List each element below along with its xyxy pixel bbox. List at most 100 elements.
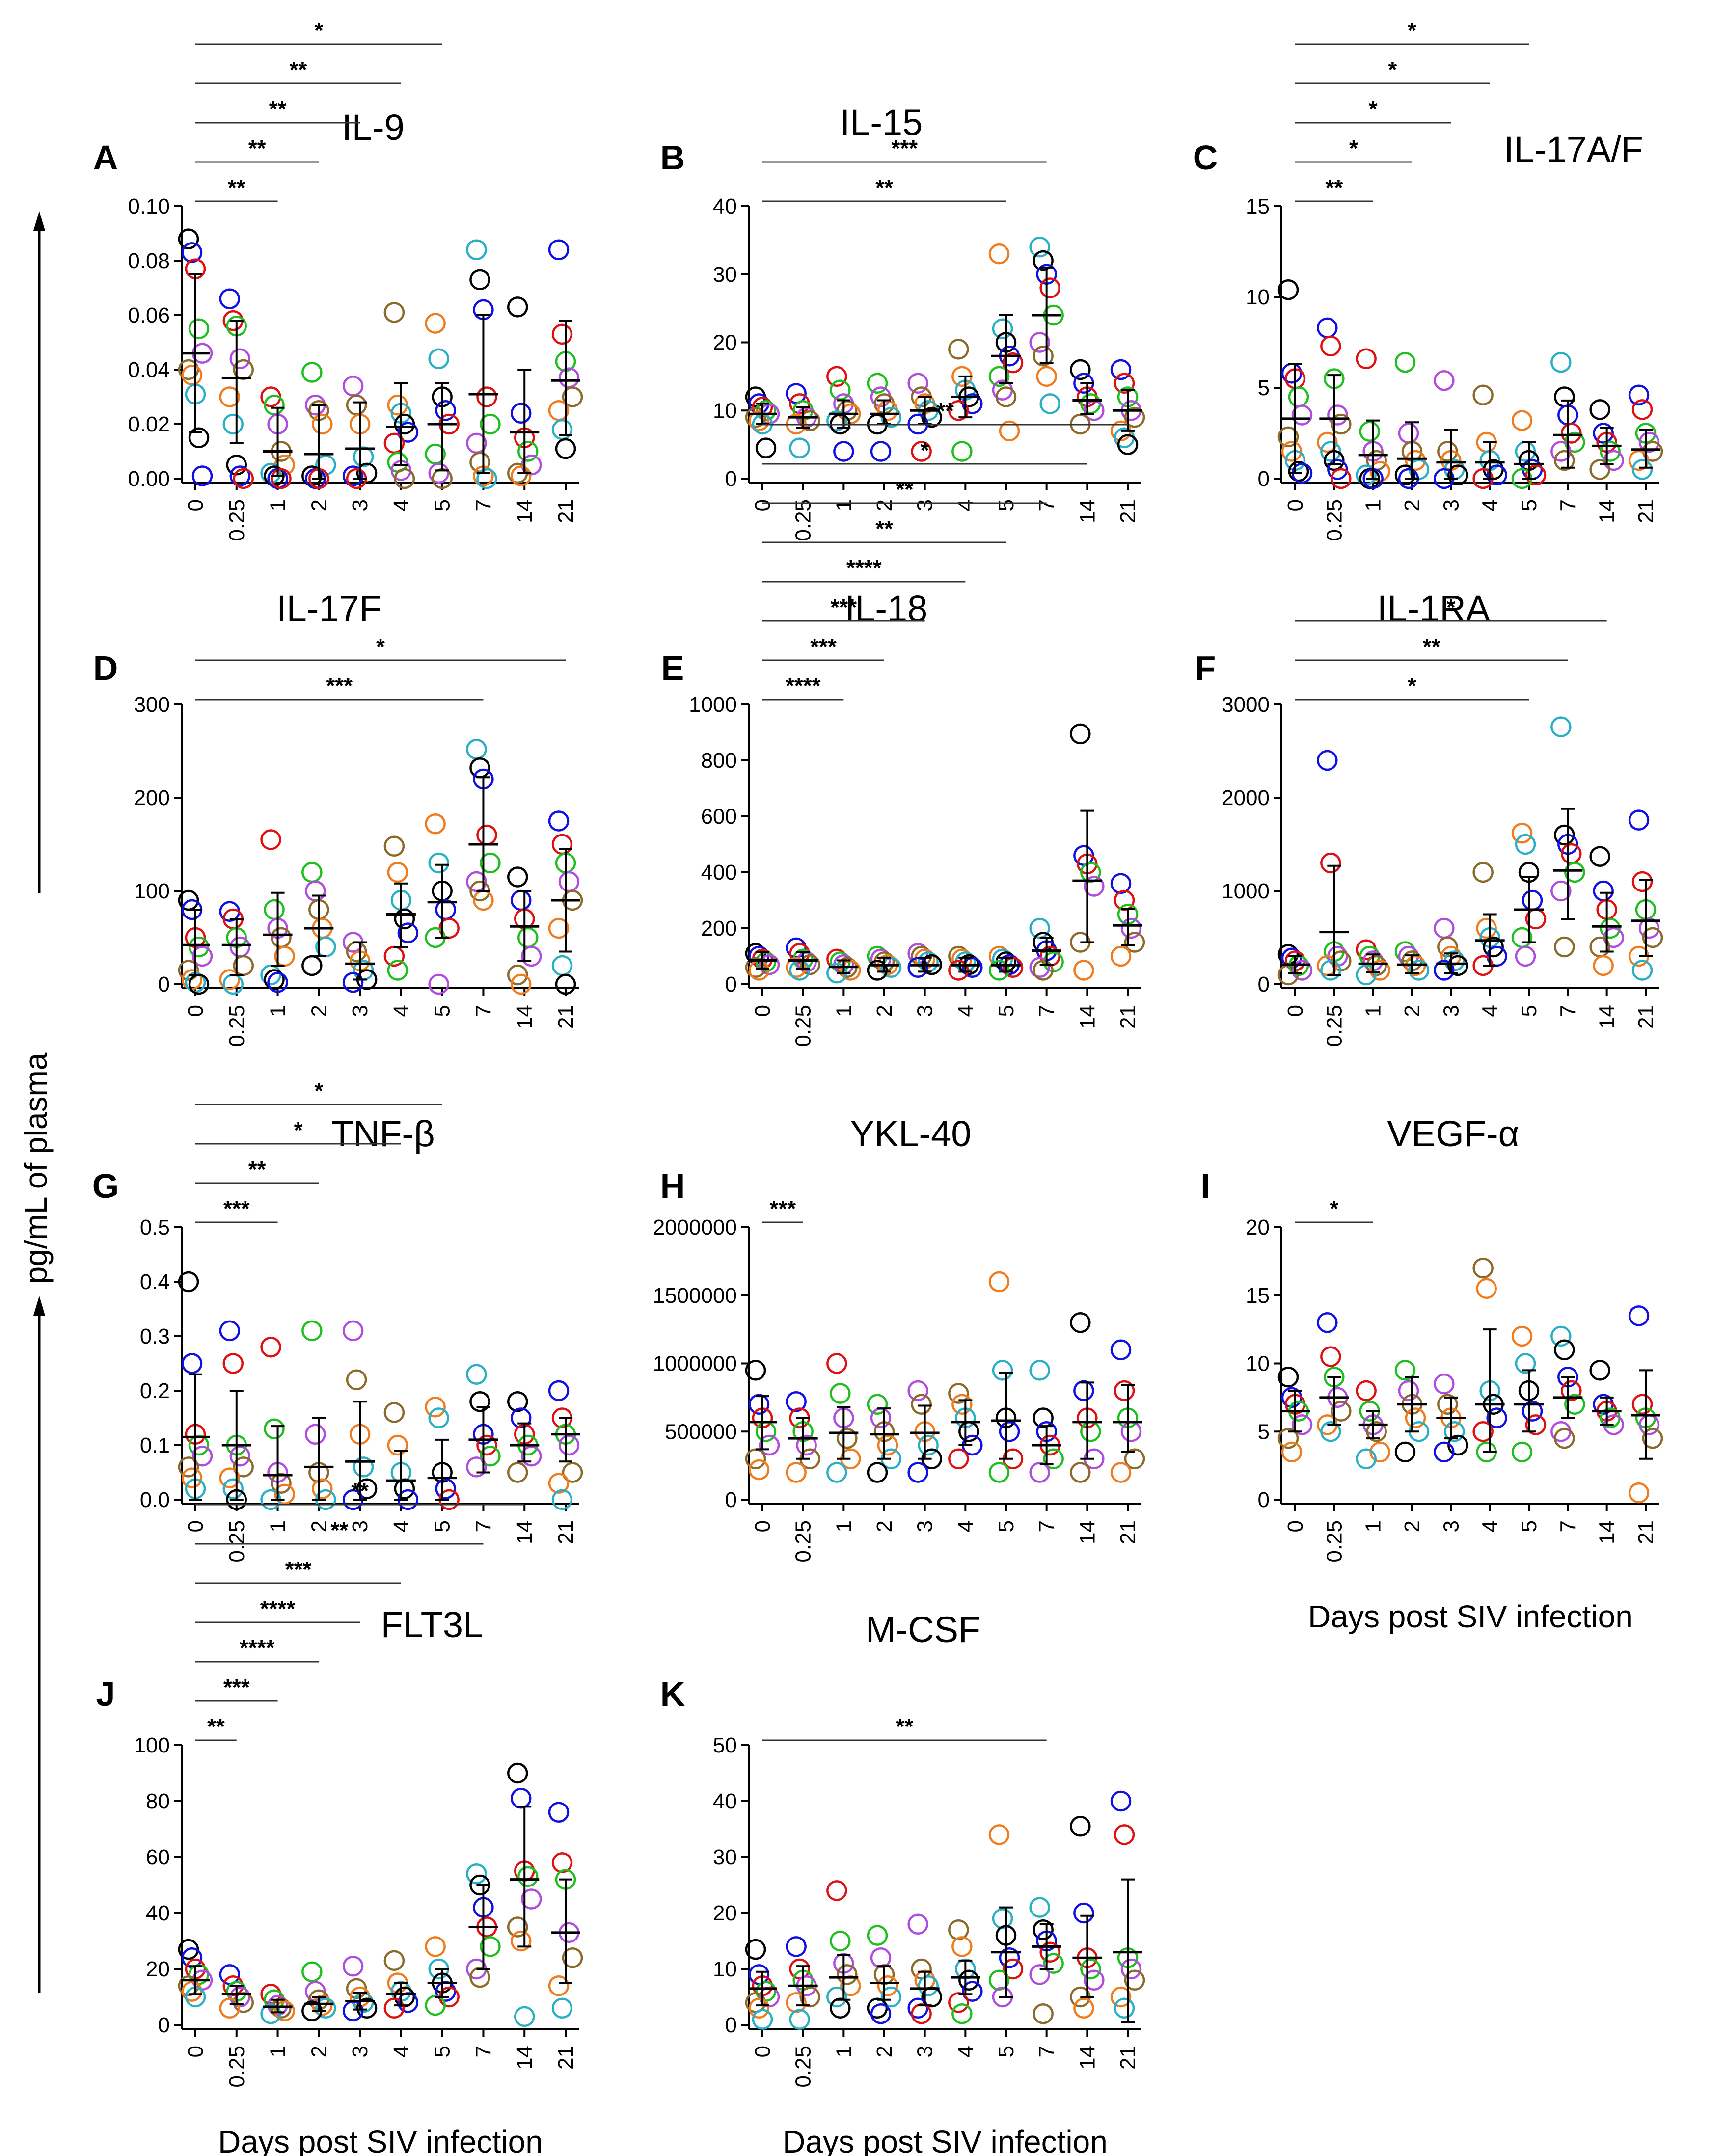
y-tick-label: 400 [701, 861, 737, 885]
data-point [1033, 1919, 1054, 1940]
x-tick-label: 4 [389, 1005, 413, 1017]
data-point [387, 862, 408, 883]
y-tick-label: 30 [713, 1845, 737, 1869]
data-point [921, 406, 942, 428]
data-point [558, 871, 580, 892]
y-tick-label: 1500000 [653, 1284, 737, 1308]
x-tick-label: 5 [1517, 499, 1541, 511]
y-tick-label: 0.02 [128, 412, 170, 436]
x-tick-label: 4 [389, 2046, 413, 2057]
data-point [1320, 441, 1341, 462]
x-tick-label: 4 [1478, 499, 1502, 511]
x-tick-label: 0.25 [225, 1520, 249, 1563]
data-point [1600, 441, 1621, 462]
data-point [181, 1981, 203, 2002]
x-axis-title: Days post SIV infection [1308, 1599, 1633, 1634]
data-point [507, 296, 528, 318]
data-point [799, 410, 820, 431]
y-tick-label: 15 [1246, 194, 1270, 218]
data-point [342, 465, 364, 486]
data-point [548, 1975, 570, 1996]
data-point [1554, 386, 1575, 407]
data-point [428, 973, 449, 995]
data-point [1408, 960, 1430, 981]
data-point [1369, 1441, 1390, 1463]
data-point [342, 376, 364, 397]
x-tick-label: 0 [184, 1520, 208, 1532]
data-point [219, 288, 241, 309]
data-point [181, 242, 203, 263]
x-tick-label: 1 [832, 1005, 856, 1017]
data-point [260, 829, 281, 850]
data-point [1073, 960, 1094, 981]
data-point [799, 954, 820, 975]
data-point [1073, 1380, 1094, 1401]
data-point [425, 1994, 446, 2016]
data-point [1029, 1360, 1050, 1381]
data-point [425, 1936, 446, 1957]
data-point [1320, 1421, 1341, 1442]
data-point [1486, 464, 1507, 485]
data-point [1277, 1428, 1299, 1449]
data-point [1472, 862, 1494, 883]
data-point [1366, 1421, 1387, 1442]
x-tick-label: 0.25 [791, 2046, 815, 2088]
data-point [1029, 332, 1050, 353]
data-point [1550, 351, 1572, 373]
data-point [1317, 1312, 1338, 1333]
data-point [833, 441, 854, 462]
data-point [1550, 441, 1572, 462]
panel-letter: J [96, 1675, 115, 1713]
y-tick-label: 200 [701, 916, 737, 941]
y-tick-label: 0.0 [140, 1488, 170, 1512]
data-point [305, 1424, 326, 1445]
data-point [1561, 1380, 1582, 1401]
y-tick-label: 20 [713, 1901, 737, 1925]
significance-label: **** [846, 555, 882, 581]
data-point [1476, 917, 1497, 939]
data-point [1638, 1414, 1660, 1435]
data-point [1002, 352, 1024, 374]
panel-h: H YKL-40 0 500000 1000000 1500000 2000000 0 0.25… [653, 1113, 1145, 1563]
data-point [907, 1462, 928, 1483]
data-point [755, 437, 777, 458]
data-point [1320, 1346, 1341, 1367]
data-point [315, 1997, 336, 2019]
data-point [510, 1788, 532, 1809]
data-point [867, 1925, 888, 1946]
data-point [356, 462, 378, 484]
data-point [867, 1394, 888, 1415]
data-point [1434, 960, 1455, 981]
x-tick-label: 0 [751, 2046, 775, 2057]
data-point [988, 243, 1010, 265]
significance-label: *** [285, 1557, 312, 1582]
data-point [476, 1434, 497, 1456]
x-tick-label: 7 [471, 2046, 495, 2057]
data-point [951, 1394, 973, 1415]
data-point [837, 1428, 858, 1449]
data-point [867, 1462, 888, 1483]
data-point [1043, 1448, 1064, 1469]
data-point [1070, 1462, 1091, 1483]
data-point [383, 1402, 405, 1423]
significance-label: * [294, 1117, 302, 1143]
data-point [466, 1863, 487, 1885]
x-tick-label: 0 [751, 499, 775, 511]
x-tick-label: 1 [832, 2046, 856, 2057]
x-tick-label: 3 [913, 1005, 937, 1017]
data-point [1631, 399, 1653, 420]
panel-title: VEGF-α [1387, 1113, 1520, 1154]
data-point [551, 834, 573, 855]
significance-label: ** [228, 175, 245, 200]
data-point [1317, 317, 1338, 339]
x-tick-label: 0.25 [1322, 1520, 1346, 1563]
data-point [510, 1407, 532, 1428]
data-point [397, 922, 419, 943]
data-point [178, 1456, 199, 1478]
data-point [1398, 423, 1419, 444]
data-point [191, 465, 213, 486]
data-point [312, 1478, 333, 1500]
y-tick-label: 100 [134, 879, 170, 903]
significance-label: **** [240, 1635, 275, 1661]
